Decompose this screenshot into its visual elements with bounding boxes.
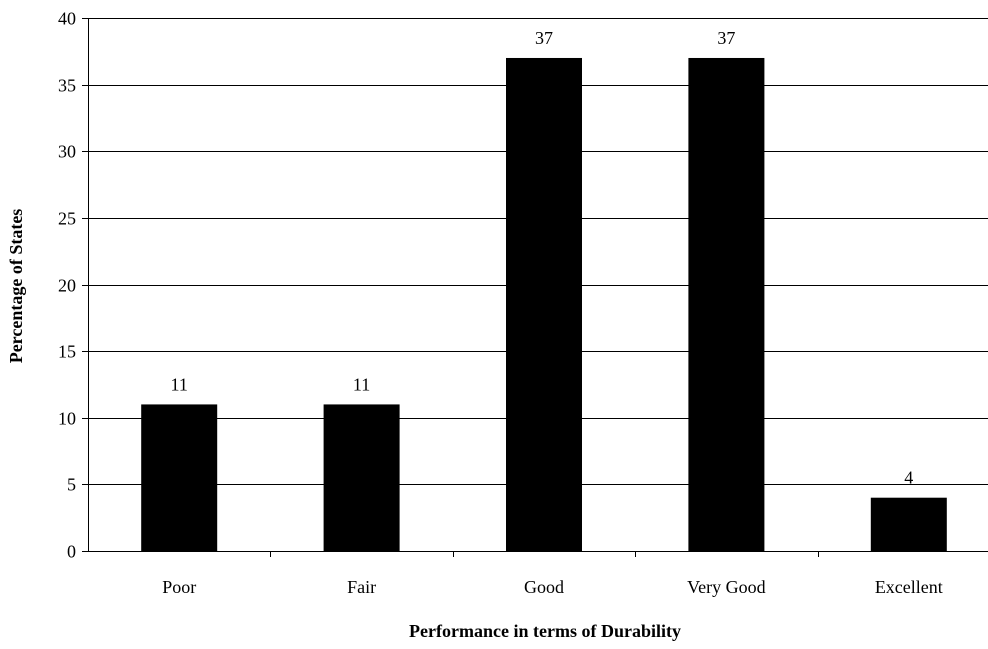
bar-very-good (688, 57, 765, 551)
bars (141, 57, 947, 551)
y-tick-label: 20 (58, 276, 76, 296)
y-tick-label: 0 (67, 542, 76, 562)
data-label: 37 (535, 28, 553, 48)
y-axis-title: Percentage of States (6, 209, 26, 364)
data-label: 11 (353, 374, 370, 394)
x-axis-title: Performance in terms of Durability (409, 621, 681, 641)
bar-fair (323, 404, 400, 551)
x-category-label: Excellent (875, 577, 943, 597)
y-tick-label: 5 (67, 475, 76, 495)
y-tick-label: 30 (58, 142, 76, 162)
x-category-label: Good (524, 577, 564, 597)
x-category-label: Fair (347, 577, 376, 597)
bar-good (506, 57, 582, 551)
x-category-label: Very Good (687, 577, 766, 597)
data-label: 37 (717, 28, 735, 48)
x-category-label: Poor (162, 577, 196, 597)
labels: 0 5 10 15 20 25 30 35 40 11 Poor 11 Fair 37 Good 37 Very… (58, 9, 943, 598)
y-tick-label: 25 (58, 209, 76, 229)
data-label: 4 (904, 468, 913, 488)
y-tick-label: 35 (58, 76, 76, 96)
axes (82, 18, 988, 557)
bar-excellent (870, 497, 947, 551)
data-label: 11 (171, 374, 188, 394)
y-tick-label: 10 (58, 409, 76, 429)
bar-poor (141, 404, 218, 551)
y-tick-label: 40 (58, 9, 76, 29)
y-tick-label: 15 (58, 342, 76, 362)
